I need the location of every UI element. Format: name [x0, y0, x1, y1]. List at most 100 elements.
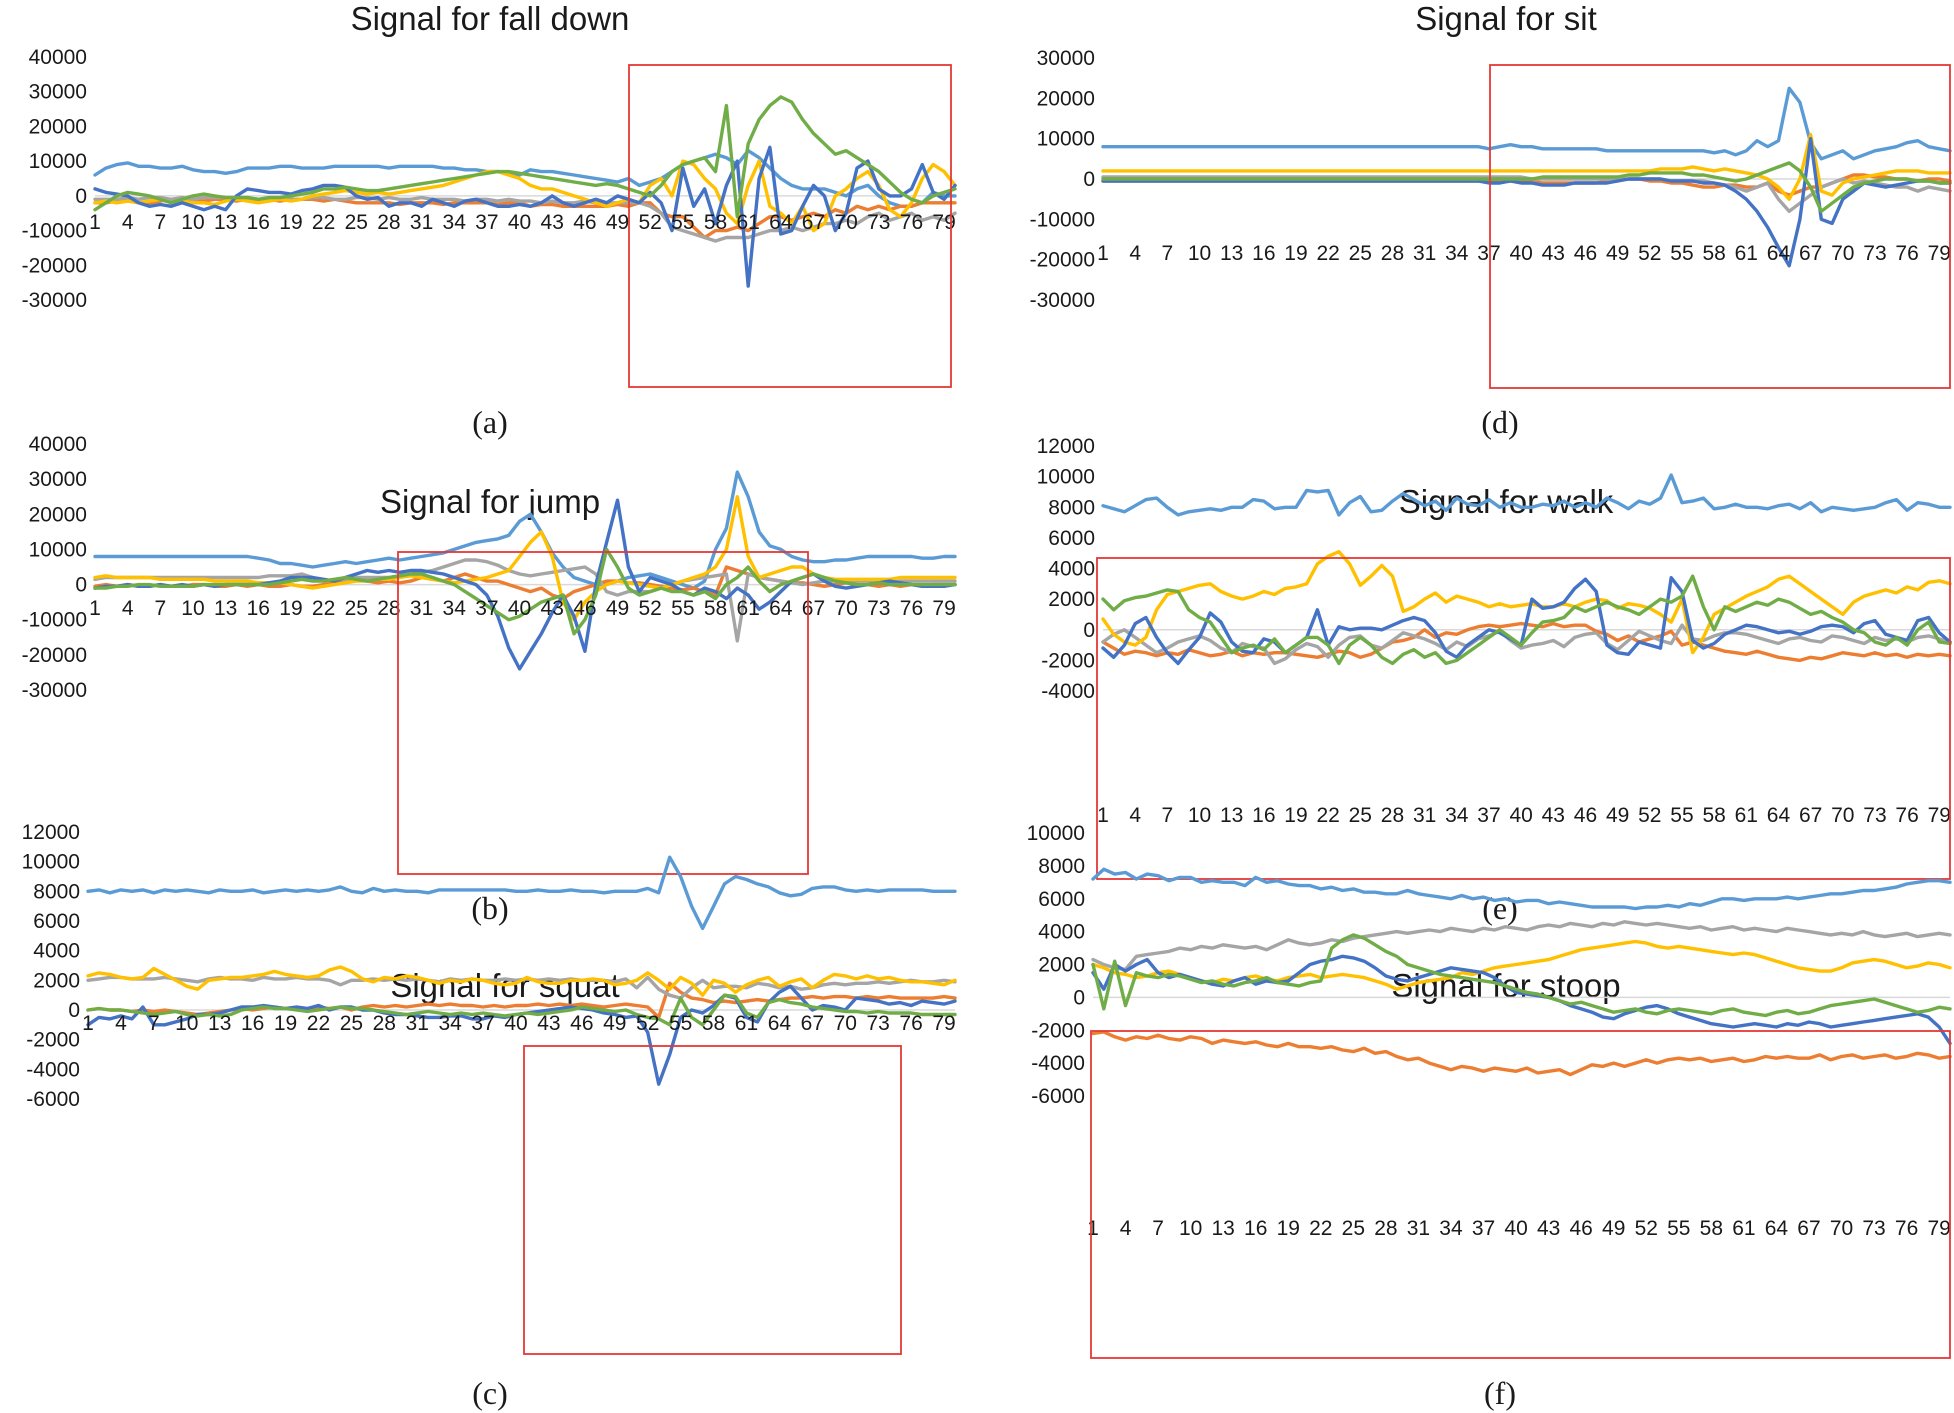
y-tick-label: -4000 [1041, 680, 1095, 703]
x-tick-label: 46 [1569, 1217, 1592, 1240]
x-tick-label: 67 [802, 597, 825, 620]
x-tick-label: 79 [1928, 804, 1951, 827]
chart-panel-jump: Signal for jump 40000 30000 20000 10000 0 -10… [22, 433, 957, 926]
x-tick-label: 46 [1574, 804, 1597, 827]
x-tick-label: 61 [735, 1012, 758, 1035]
chart-caption: (c) [472, 1375, 508, 1411]
highlight-box [628, 64, 952, 388]
chart-caption: (b) [471, 890, 508, 926]
series-line-1 [1101, 86, 1952, 161]
y-tick-label: 8000 [1038, 855, 1085, 878]
x-tick-label: 10 [181, 597, 204, 620]
x-tick-label: 55 [671, 597, 694, 620]
x-tick-label: 40 [1504, 1217, 1527, 1240]
y-tick-label: 12000 [22, 821, 80, 844]
x-tick-label: 73 [867, 597, 890, 620]
x-tick-label: 19 [274, 1012, 297, 1035]
x-tick-label: 31 [410, 211, 433, 234]
y-tick-label: -30000 [22, 679, 87, 702]
y-tick-label: -10000 [22, 609, 87, 632]
x-tick-label: 13 [1220, 242, 1243, 265]
y-tick-label: -20000 [22, 254, 87, 277]
x-tick-label: 19 [1284, 242, 1307, 265]
x-tick-label: 4 [1129, 242, 1141, 265]
highlight-box [1489, 64, 1951, 389]
x-tick-label: 61 [1735, 804, 1758, 827]
x-tick-label: 58 [704, 211, 727, 234]
x-tick-label: 70 [834, 1012, 857, 1035]
x-tick-label: 43 [1537, 1217, 1560, 1240]
x-tick-label: 67 [1799, 804, 1822, 827]
x-tick-label: 13 [214, 597, 237, 620]
series-group [1101, 86, 1952, 268]
y-tick-label: 4000 [33, 940, 80, 963]
series-line-6 [86, 993, 957, 1027]
x-tick-label: 73 [1862, 1217, 1885, 1240]
chart-panel-stoop: Signal for stoop 1000080006000400020000-… [1027, 822, 1952, 1411]
x-tick-label: 67 [1797, 1217, 1820, 1240]
x-tick-label: 40 [1509, 242, 1532, 265]
x-tick-label: 61 [736, 211, 759, 234]
x-tick-label: 25 [1349, 242, 1372, 265]
y-tick-label: -4000 [1031, 1052, 1085, 1075]
x-tick-label: 37 [1477, 804, 1500, 827]
y-tick-label: 10000 [1027, 822, 1085, 845]
x-tick-label: 61 [736, 597, 759, 620]
x-tick-label: 52 [636, 1012, 659, 1035]
x-tick-label: 61 [1735, 242, 1758, 265]
x-tick-label: 7 [154, 211, 166, 234]
x-tick-label: 28 [377, 211, 400, 234]
x-tick-label: 58 [1700, 1217, 1723, 1240]
y-tick-label: 10000 [29, 538, 87, 561]
x-tick-label: 76 [1895, 804, 1918, 827]
highlight-box [523, 1045, 902, 1355]
x-tick-label: 7 [1152, 1217, 1164, 1240]
x-tick-label: 31 [1407, 1217, 1430, 1240]
x-tick-label: 37 [1477, 242, 1500, 265]
y-axis: 12000 10000 8000 6000 4000 2000 0 -2000 -4000 -60… [22, 821, 80, 1111]
y-tick-label: -30000 [1030, 289, 1095, 312]
x-tick-label: 10 [181, 211, 204, 234]
y-tick-label: 0 [75, 185, 87, 208]
x-tick-label: 58 [702, 1012, 725, 1035]
y-axis: 12000 10000 8000 6000 4000 2000 0 -2000 -4000 [1037, 435, 1095, 703]
x-tick-label: 46 [1574, 242, 1597, 265]
y-tick-label: 20000 [29, 503, 87, 526]
y-tick-label: -2000 [1041, 649, 1095, 672]
x-tick-label: 58 [1702, 804, 1725, 827]
series-group [93, 470, 957, 671]
y-tick-label: -6000 [26, 1088, 80, 1111]
series-line-4 [93, 159, 957, 233]
x-tick-label: 49 [603, 1012, 626, 1035]
x-tick-label: 67 [802, 211, 825, 234]
x-tick-label: 13 [214, 211, 237, 234]
series-group [1091, 867, 1952, 1077]
x-axis: 1 4 7 10 13 16 19 22 25 28 31 34 37 40 43 46 49 52 55 58 61 6… [1087, 1217, 1951, 1240]
x-tick-label: 34 [443, 211, 467, 234]
x-tick-label: 37 [1472, 1217, 1495, 1240]
x-tick-label: 7 [1161, 242, 1173, 265]
x-tick-label: 76 [900, 211, 923, 234]
x-tick-label: 22 [307, 1012, 330, 1035]
x-tick-label: 43 [541, 211, 564, 234]
chart-caption: (d) [1481, 404, 1518, 440]
x-tick-label: 25 [340, 1012, 363, 1035]
x-tick-label: 28 [377, 597, 400, 620]
x-tick-label: 22 [312, 211, 335, 234]
series-line-5 [1101, 576, 1952, 666]
x-tick-label: 73 [867, 211, 890, 234]
x-tick-label: 13 [1211, 1217, 1234, 1240]
chart-caption: (f) [1484, 1375, 1516, 1411]
y-tick-label: 2000 [1038, 954, 1085, 977]
x-tick-label: 31 [1413, 242, 1436, 265]
x-tick-label: 43 [537, 1012, 560, 1035]
chart-title: Signal for sit [1415, 0, 1597, 37]
x-tick-label: 1 [1097, 242, 1109, 265]
x-tick-label: 22 [1309, 1217, 1332, 1240]
y-tick-label: 10000 [1037, 128, 1095, 151]
x-tick-label: 1 [1097, 804, 1109, 827]
x-tick-label: 49 [1602, 1217, 1625, 1240]
x-tick-label: 4 [1120, 1217, 1132, 1240]
y-tick-label: -2000 [1031, 1019, 1085, 1042]
